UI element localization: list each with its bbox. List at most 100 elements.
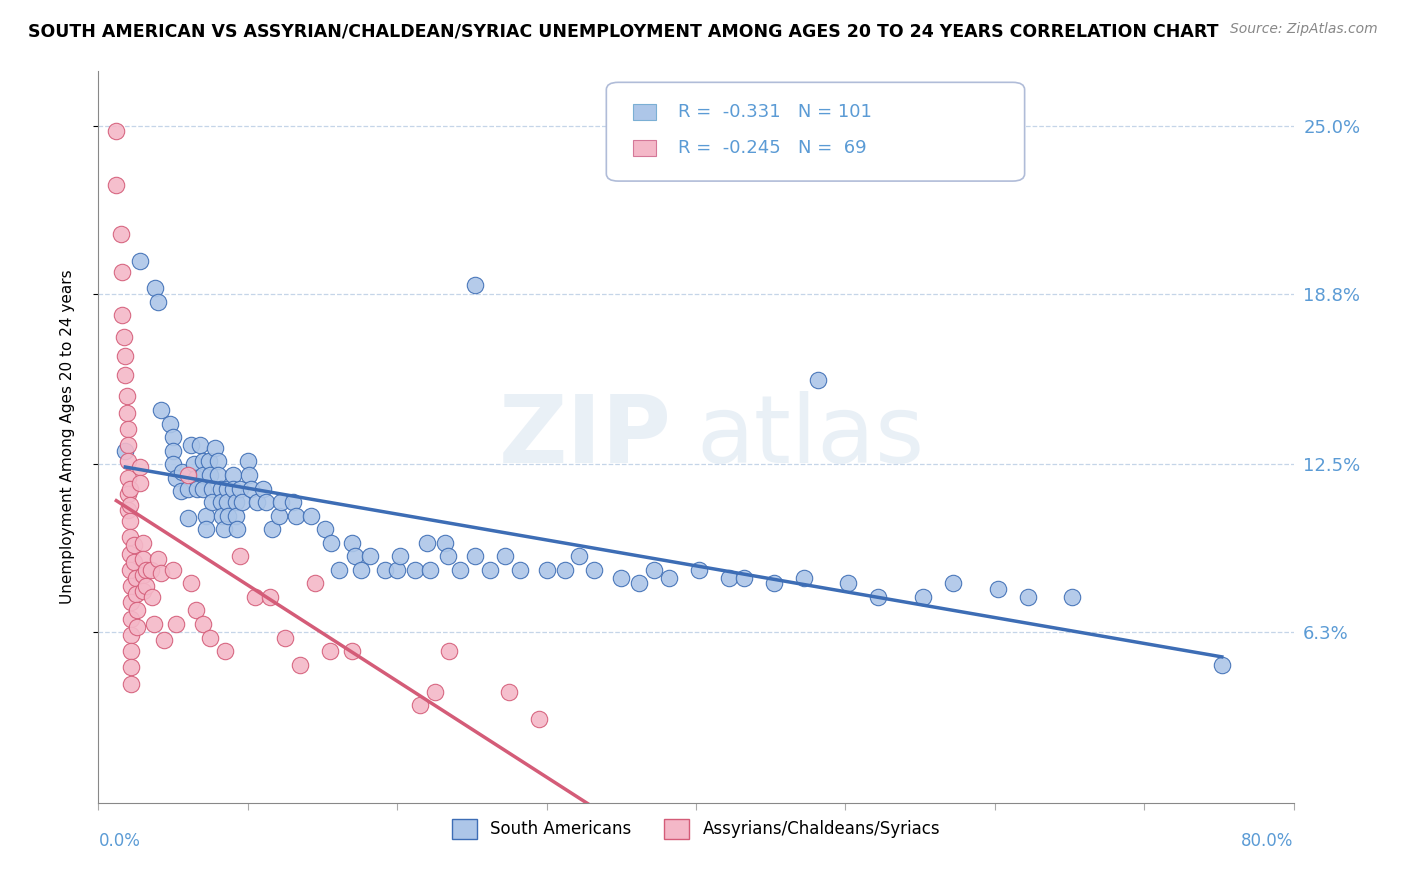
Point [434, 535, 457, 549]
Point [114, 443, 136, 458]
Point [229, 482, 252, 496]
Point [236, 454, 259, 468]
Point [254, 495, 277, 509]
Point [987, 582, 1010, 596]
Point [207, 468, 229, 483]
Point [478, 563, 501, 577]
Point [464, 549, 486, 564]
Point [498, 684, 520, 698]
Point [733, 571, 755, 585]
Point [129, 254, 152, 268]
Point [509, 563, 531, 577]
Text: 0.0%: 0.0% [98, 832, 141, 850]
Point [112, 330, 135, 344]
Y-axis label: Unemployment Among Ages 20 to 24 years: Unemployment Among Ages 20 to 24 years [60, 269, 75, 605]
Point [464, 278, 486, 293]
Point [793, 571, 815, 585]
Point [408, 698, 430, 713]
Point [868, 590, 890, 604]
Point [148, 294, 170, 309]
Point [120, 611, 142, 625]
Point [162, 563, 184, 577]
Point [186, 482, 208, 496]
Point [207, 454, 229, 468]
Point [162, 430, 184, 444]
Point [125, 571, 148, 585]
Point [143, 281, 166, 295]
Point [404, 563, 426, 577]
Point [118, 563, 141, 577]
Point [239, 482, 262, 496]
Point [191, 482, 214, 496]
Point [132, 584, 155, 599]
Point [125, 587, 148, 601]
Point [416, 535, 439, 549]
Legend: South Americans, Assyrians/Chaldeans/Syriacs: South Americans, Assyrians/Chaldeans/Syr… [444, 812, 948, 846]
Point [229, 549, 252, 564]
Point [437, 549, 460, 564]
Point [350, 563, 373, 577]
Point [423, 684, 446, 698]
Point [201, 482, 224, 496]
Point [222, 482, 245, 496]
Point [252, 482, 274, 496]
Point [215, 495, 238, 509]
Point [141, 590, 163, 604]
Point [610, 571, 633, 585]
Point [120, 676, 142, 690]
Point [132, 552, 155, 566]
Point [111, 265, 134, 279]
Point [117, 487, 139, 501]
Bar [633, 103, 657, 120]
Point [304, 576, 326, 591]
Point [231, 495, 253, 509]
Point [132, 568, 155, 582]
Point [111, 308, 134, 322]
Point [153, 633, 176, 648]
Point [281, 495, 304, 509]
Point [385, 563, 409, 577]
Point [117, 422, 139, 436]
Text: ZIP: ZIP [499, 391, 672, 483]
Point [245, 590, 267, 604]
Point [583, 563, 606, 577]
Point [439, 644, 461, 658]
Point [159, 417, 181, 431]
Point [209, 495, 232, 509]
Point [211, 508, 233, 523]
Point [118, 514, 141, 528]
Point [209, 482, 232, 496]
Point [165, 471, 187, 485]
Point [118, 482, 141, 496]
Point [201, 495, 224, 509]
Text: SOUTH AMERICAN VS ASSYRIAN/CHALDEAN/SYRIAC UNEMPLOYMENT AMONG AGES 20 TO 24 YEAR: SOUTH AMERICAN VS ASSYRIAN/CHALDEAN/SYRI… [28, 22, 1219, 40]
Point [688, 563, 710, 577]
Point [105, 124, 128, 138]
Point [342, 535, 364, 549]
Point [238, 468, 260, 483]
Point [200, 631, 222, 645]
Point [288, 657, 311, 672]
Point [214, 644, 236, 658]
Point [191, 454, 214, 468]
Point [212, 522, 235, 536]
Point [120, 579, 142, 593]
Point [328, 563, 350, 577]
Point [150, 566, 173, 580]
Point [419, 563, 441, 577]
Point [177, 511, 200, 525]
Text: R =  -0.331   N = 101: R = -0.331 N = 101 [678, 103, 872, 120]
Point [124, 555, 146, 569]
Point [270, 495, 292, 509]
Point [204, 441, 226, 455]
Point [1017, 590, 1039, 604]
Text: atlas: atlas [696, 391, 924, 483]
Point [319, 644, 342, 658]
Point [274, 631, 297, 645]
Point [374, 563, 396, 577]
Point [142, 617, 165, 632]
Point [165, 617, 187, 632]
Point [195, 508, 218, 523]
Point [554, 563, 576, 577]
Point [180, 438, 202, 452]
